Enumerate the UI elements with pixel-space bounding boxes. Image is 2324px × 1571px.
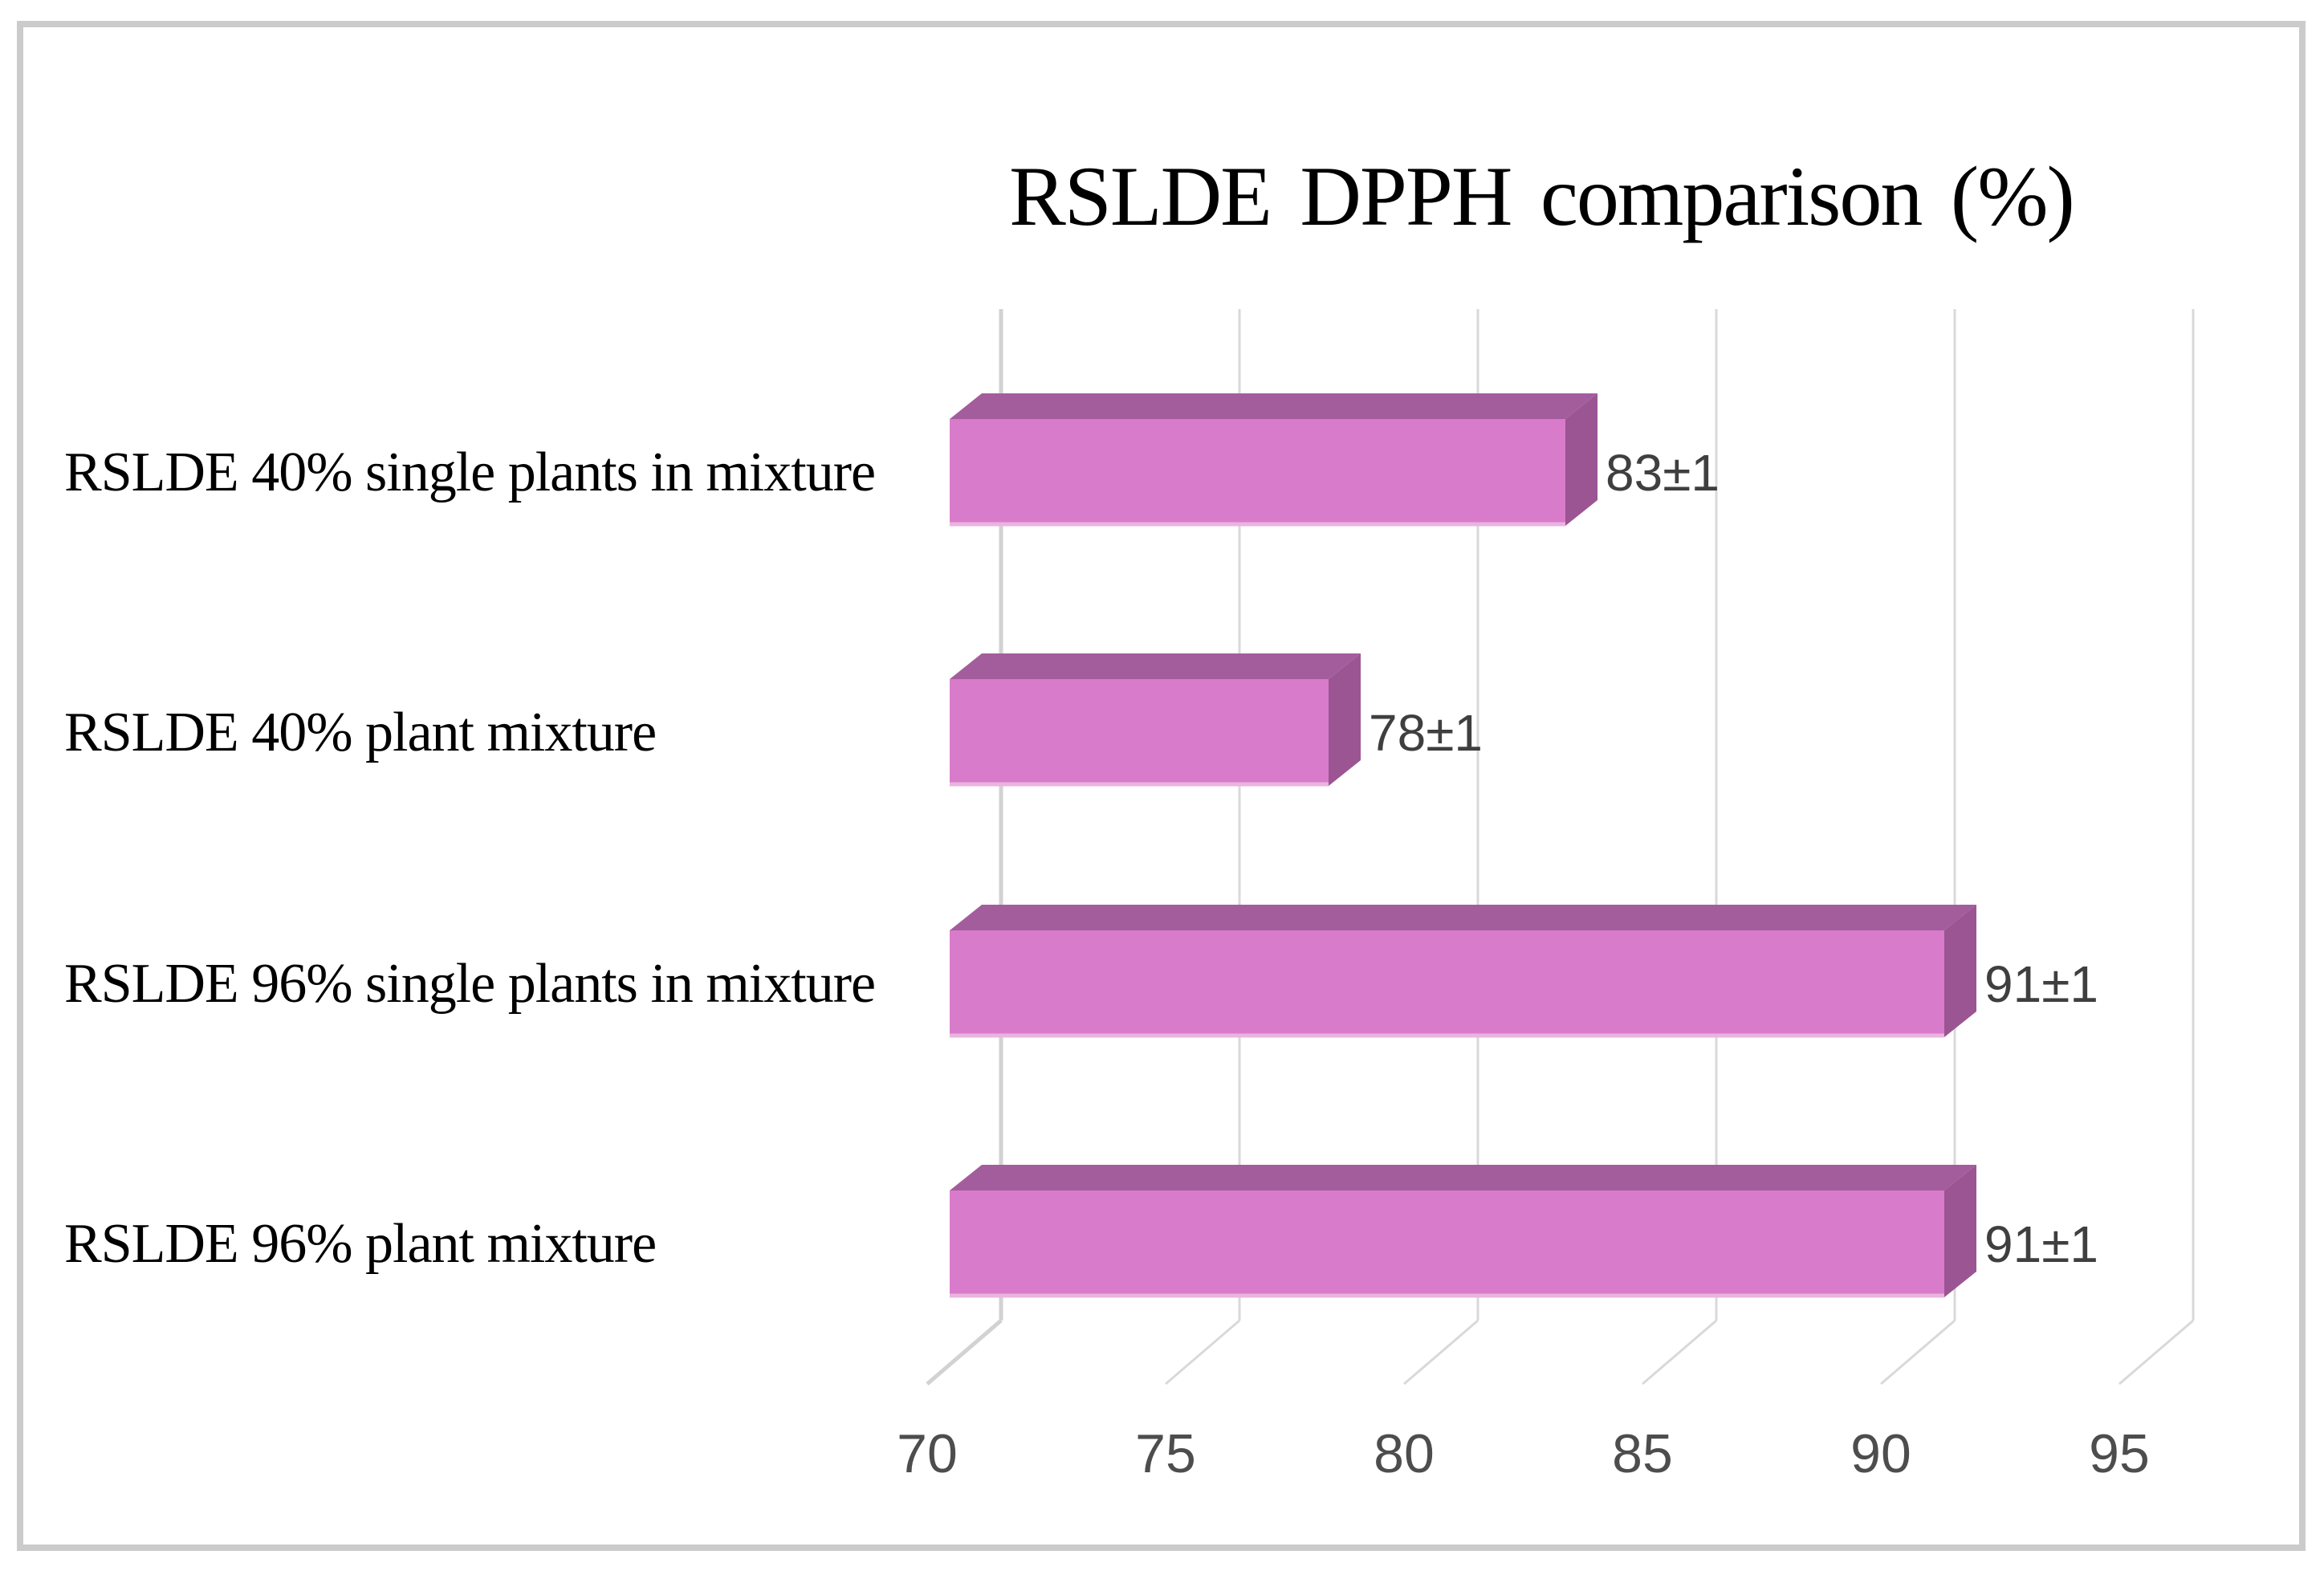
bar-1-top-face	[950, 653, 1361, 679]
x-tick-label-4: 90	[1850, 1423, 1911, 1484]
gridline-floor-70	[926, 1319, 1003, 1386]
gridline-floor-80	[1403, 1319, 1479, 1386]
value-label-2: 91±1	[1984, 954, 2098, 1013]
value-label-1: 78±1	[1369, 703, 1483, 762]
value-label-3: 91±1	[1984, 1215, 2098, 1273]
bar-2-side-face	[1944, 905, 1976, 1037]
x-tick-label-2: 80	[1374, 1423, 1435, 1484]
x-tick-label-3: 85	[1612, 1423, 1673, 1484]
chart-title: RSLDE DPPH comparison (%)	[1009, 149, 2075, 243]
value-label-0: 83±1	[1606, 443, 1720, 502]
bar-0-side-face	[1565, 393, 1597, 526]
category-label-0: RSLDE 40% single plants in mixture	[64, 441, 876, 503]
bar-0-top-face	[950, 393, 1597, 419]
gridline-floor-75	[1165, 1319, 1240, 1386]
bar-3-side-face	[1944, 1165, 1976, 1297]
bar-3-front-face	[950, 1190, 1944, 1297]
category-label-3: RSLDE 96% plant mixture	[64, 1212, 657, 1275]
bar-2-front-face	[950, 930, 1944, 1037]
gridline-floor-90	[1880, 1319, 1956, 1386]
gridline-floor-85	[1642, 1319, 1717, 1386]
bar-3-top-face	[950, 1165, 1976, 1190]
gridline-floor-95	[2118, 1319, 2194, 1386]
x-tick-label-1: 75	[1135, 1423, 1196, 1484]
x-tick-label-0: 70	[897, 1423, 958, 1484]
category-label-2: RSLDE 96% single plants in mixture	[64, 952, 876, 1015]
bar-0-front-face	[950, 419, 1565, 526]
bar-1-front-face	[950, 679, 1329, 786]
category-label-1: RSLDE 40% plant mixture	[64, 701, 657, 763]
x-tick-label-5: 95	[2089, 1423, 2150, 1484]
bar-2-top-face	[950, 905, 1976, 930]
bar-1-side-face	[1329, 653, 1361, 786]
